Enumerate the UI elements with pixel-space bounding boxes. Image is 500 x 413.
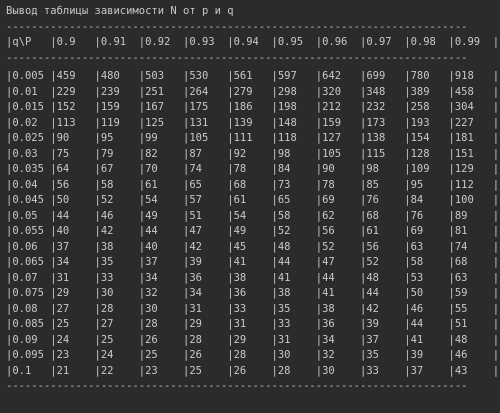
table-row: |0.01 |229 |239 |251 |264 |279 |298 |320…: [6, 85, 500, 98]
table-row: |0.1 |21 |22 |23 |25 |26 |28 |30 |33 |37…: [6, 364, 500, 377]
table-row: |0.045 |50 |52 |54 |57 |61 |65 |69 |76 |…: [6, 194, 500, 206]
table-row: |0.015 |152 |159 |167 |175 |186 |198 |21…: [6, 101, 500, 113]
table-rule-bottom: ----------------------------------------…: [6, 380, 468, 392]
table-row: |0.055 |40 |42 |44 |47 |49 |52 |56 |61 |…: [6, 225, 500, 237]
table-row: |0.09 |24 |25 |26 |28 |29 |31 |34 |37 |4…: [6, 333, 500, 346]
table-row: |0.085 |25 |27 |28 |29 |31 |33 |36 |39 |…: [6, 318, 500, 330]
table-row: |0.095 |23 |24 |25 |26 |28 |30 |32 |35 |…: [6, 349, 500, 361]
table-row: |0.03 |75 |79 |82 |87 |92 |98 |105 |115 …: [6, 147, 500, 160]
table-row: |0.06 |37 |38 |40 |42 |45 |48 |52 |56 |6…: [6, 240, 500, 253]
console-title: Вывод таблицы зависимости N от p и q: [6, 5, 234, 17]
table-row: |0.025 |90 |95 |99 |105 |111 |118 |127 |…: [6, 132, 500, 144]
table-row: |0.05 |44 |46 |49 |51 |54 |58 |62 |68 |7…: [6, 209, 500, 222]
table-rule-top: ----------------------------------------…: [6, 20, 468, 33]
table-row: |0.065 |34 |35 |37 |39 |41 |44 |47 |52 |…: [6, 256, 500, 268]
table-header-row: |q\P |0.9 |0.91 |0.92 |0.93 |0.94 |0.95 …: [6, 36, 500, 48]
table-row: |0.035 |64 |67 |70 |74 |78 |84 |90 |98 |…: [6, 163, 500, 175]
table-row: |0.02 |113 |119 |125 |131 |139 |148 |159…: [6, 116, 500, 129]
table-row: |0.07 |31 |33 |34 |36 |38 |41 |44 |48 |5…: [6, 271, 500, 284]
table-rule-header: ----------------------------------------…: [6, 51, 468, 64]
table-row: |0.04 |56 |58 |61 |65 |68 |73 |78 |85 |9…: [6, 178, 500, 191]
table-row: |0.075 |29 |30 |32 |34 |36 |38 |41 |44 |…: [6, 287, 500, 299]
table-row: |0.005 |459 |480 |503 |530 |561 |597 |64…: [6, 70, 500, 82]
table-row: |0.08 |27 |28 |30 |31 |33 |35 |38 |42 |4…: [6, 302, 500, 315]
